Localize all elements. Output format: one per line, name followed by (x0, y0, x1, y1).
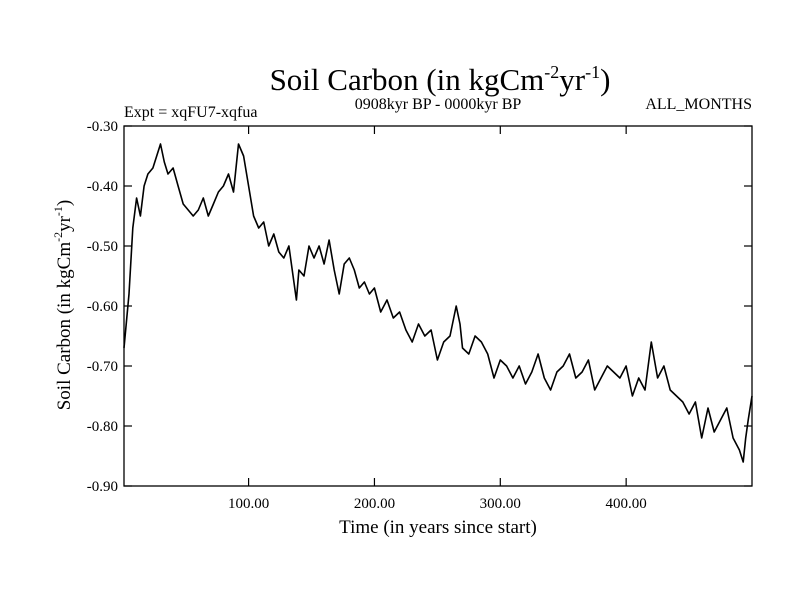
x-tick-label: 300.00 (480, 496, 521, 512)
y-tick-label: -0.50 (87, 239, 118, 255)
y-tick-label: -0.70 (87, 359, 118, 375)
y-tick-label: -0.90 (87, 479, 118, 495)
y-tick-label: -0.80 (87, 419, 118, 435)
x-axis-label: Time (in years since start) (339, 517, 537, 538)
y-tick-label: -0.40 (87, 179, 118, 195)
y-axis-ticks: -0.30 -0.40 -0.50 -0.60 -0.70 -0.80 -0.90 (87, 119, 752, 495)
plot-frame (123, 125, 753, 487)
subtitle-right: ALL_MONTHS (645, 96, 752, 113)
series-line-soil-carbon (123, 143, 753, 463)
x-tick-label: 400.00 (606, 496, 647, 512)
x-axis-ticks: 100.00 200.00 300.00 400.00 (228, 126, 647, 512)
x-tick-label: 200.00 (354, 496, 395, 512)
subtitle-center: 0908kyr BP - 0000kyr BP (355, 96, 522, 113)
x-tick-label: 100.00 (228, 496, 269, 512)
y-tick-label: -0.30 (87, 119, 118, 135)
y-axis-label: Soil Carbon (in kgCm-2yr-1) (51, 200, 75, 411)
subtitle-left: Expt = xqFU7-xqfua (124, 104, 257, 121)
chart-title: Soil Carbon (in kgCm-2yr-1) (270, 62, 611, 97)
y-tick-label: -0.60 (87, 299, 118, 315)
